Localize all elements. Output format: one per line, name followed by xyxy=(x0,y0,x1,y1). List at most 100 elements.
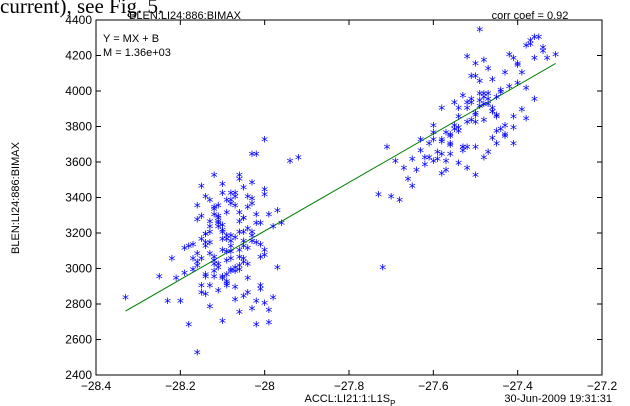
data-point: * xyxy=(211,255,218,271)
data-point: * xyxy=(476,96,483,112)
data-point: * xyxy=(455,126,462,142)
data-point: * xyxy=(181,243,188,259)
data-point: * xyxy=(472,142,479,158)
data-point: * xyxy=(274,206,281,222)
data-point: * xyxy=(240,213,247,229)
y-tick-label: 3200 xyxy=(65,226,92,240)
y-tick-label: 3400 xyxy=(65,191,92,205)
data-point: * xyxy=(227,195,234,211)
x-axis-label-main: ACCL:LI21:1:L1S xyxy=(305,393,391,405)
data-point: * xyxy=(400,163,407,179)
corr-coef-label: corr coef = 0.92 xyxy=(492,10,569,22)
data-point: * xyxy=(464,117,471,133)
data-point: * xyxy=(236,245,243,261)
data-point: * xyxy=(409,181,416,197)
data-point: * xyxy=(177,296,184,312)
data-point: * xyxy=(502,121,509,137)
data-point: * xyxy=(485,89,492,105)
data-point: * xyxy=(489,74,496,90)
data-point: * xyxy=(421,152,428,168)
data-point: * xyxy=(223,195,230,211)
data-point: * xyxy=(438,103,445,119)
data-point: * xyxy=(447,140,454,156)
data-point: * xyxy=(244,287,251,303)
y-tick-label: 4200 xyxy=(65,49,92,63)
y-tick-label: 2800 xyxy=(65,297,92,311)
timestamp-label: 30-Jun-2009 19:31:31 xyxy=(504,393,612,405)
data-point: * xyxy=(236,207,243,223)
data-point: * xyxy=(438,168,445,184)
data-point: * xyxy=(215,218,222,234)
data-point: * xyxy=(219,273,226,289)
data-point: * xyxy=(261,250,268,266)
data-point: * xyxy=(236,216,243,232)
data-point: * xyxy=(206,302,213,318)
data-point: * xyxy=(253,149,260,165)
data-point: * xyxy=(261,190,268,206)
data-point: * xyxy=(514,58,521,74)
data-point: * xyxy=(232,188,239,204)
data-point: * xyxy=(232,232,239,248)
data-point: * xyxy=(215,211,222,227)
data-point: * xyxy=(223,247,230,263)
data-point: * xyxy=(447,149,454,165)
data-point: * xyxy=(392,156,399,172)
data-point: * xyxy=(202,271,209,287)
x-tick-label: −27.8 xyxy=(334,379,365,393)
data-point: * xyxy=(480,92,487,108)
data-point: * xyxy=(480,115,487,131)
data-point: * xyxy=(489,106,496,122)
y-axis-label: BLEN:LI24:886:BIMAX xyxy=(10,141,22,254)
x-tick-labels: −28.4 −28.2 −28 −27.8 −27.6 −27.4 −27.2 xyxy=(81,379,618,393)
data-point: * xyxy=(489,103,496,119)
data-point: * xyxy=(265,305,272,321)
data-point: * xyxy=(480,89,487,105)
data-point: * xyxy=(459,142,466,158)
data-point: * xyxy=(227,188,234,204)
data-point: * xyxy=(261,245,268,261)
data-point: * xyxy=(168,254,175,270)
data-point: * xyxy=(459,142,466,158)
data-point: * xyxy=(227,264,234,280)
data-point: * xyxy=(223,278,230,294)
data-point: * xyxy=(265,209,272,225)
data-point: * xyxy=(232,294,239,310)
data-point: * xyxy=(430,121,437,137)
data-point: * xyxy=(211,202,218,218)
data-point: * xyxy=(523,113,530,129)
data-point: * xyxy=(426,152,433,168)
data-point: * xyxy=(202,229,209,245)
data-point: * xyxy=(430,135,437,151)
data-point: * xyxy=(510,122,517,138)
data-point: * xyxy=(257,218,264,234)
data-point: * xyxy=(480,55,487,71)
data-point: * xyxy=(219,271,226,287)
data-point: * xyxy=(206,216,213,232)
data-point: * xyxy=(227,266,234,282)
data-point: * xyxy=(211,271,218,287)
data-point: * xyxy=(295,152,302,168)
data-point: * xyxy=(451,121,458,137)
data-point: * xyxy=(447,131,454,147)
data-point: * xyxy=(270,222,277,238)
x-axis-label-subscript: P xyxy=(390,399,395,406)
data-point: * xyxy=(249,303,256,319)
data-point: * xyxy=(464,142,471,158)
y-tick-label: 3800 xyxy=(65,120,92,134)
data-point: * xyxy=(552,50,559,66)
data-point: * xyxy=(244,223,251,239)
axis-ticks xyxy=(95,19,603,376)
data-point: * xyxy=(506,50,513,66)
data-point: * xyxy=(249,231,256,247)
data-point: * xyxy=(219,234,226,250)
data-point: * xyxy=(464,103,471,119)
data-point: * xyxy=(194,215,201,231)
data-point: * xyxy=(539,46,546,62)
data-point: * xyxy=(249,227,256,243)
data-point: * xyxy=(215,259,222,275)
data-point: * xyxy=(531,94,538,110)
data-point: * xyxy=(480,152,487,168)
data-point: * xyxy=(206,222,213,238)
data-point: * xyxy=(544,53,551,69)
